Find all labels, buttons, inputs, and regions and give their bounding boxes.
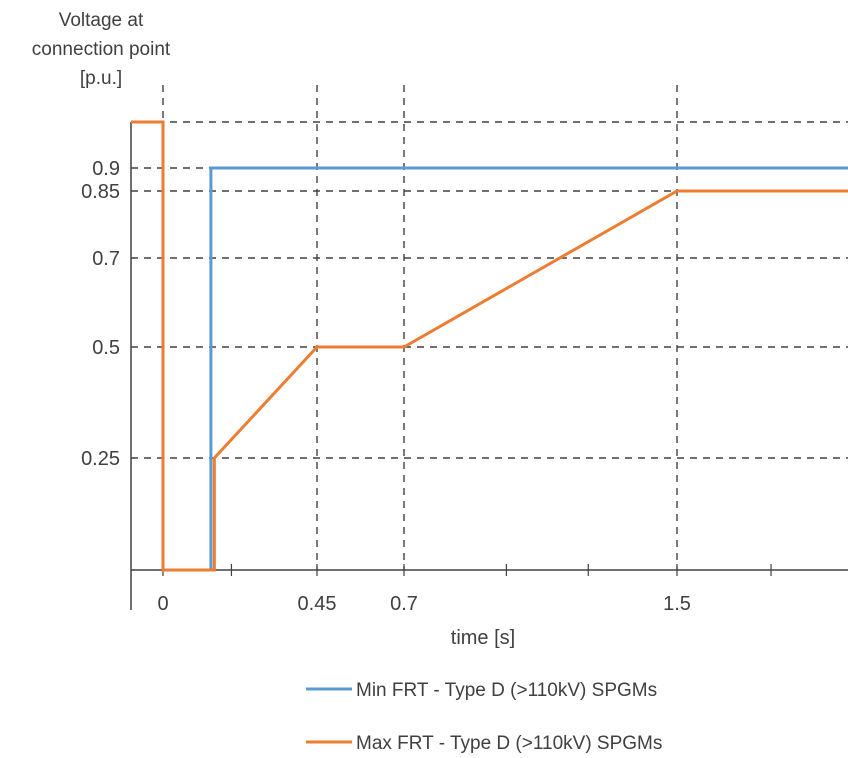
series-lines xyxy=(131,120,848,572)
y-axis-label: Voltage at connection point [p.u.] xyxy=(12,6,190,93)
y-tick-label: 0.9 xyxy=(92,158,120,180)
legend: Min FRT - Type D (>110kV) SPGMs Max FRT … xyxy=(306,680,662,754)
y-tick-label: 0.25 xyxy=(81,448,120,470)
x-tick-label: 0.7 xyxy=(390,593,418,615)
y-axis-label-line-2: connection point xyxy=(31,39,171,60)
x-tick-label: 1.5 xyxy=(663,593,691,615)
legend-label-min-frt: Min FRT - Type D (>110kV) SPGMs xyxy=(356,680,657,701)
y-axis-label-line-3: [p.u.] xyxy=(79,68,123,89)
grid-lines xyxy=(131,85,848,570)
x-tick-label: 0.45 xyxy=(298,593,337,615)
y-tick-label: 0.85 xyxy=(81,181,120,203)
x-axis-label: time [s] xyxy=(451,627,515,649)
legend-label-max-frt: Max FRT - Type D (>110kV) SPGMs xyxy=(356,733,662,754)
y-axis-label-line-1: Voltage at xyxy=(58,10,144,31)
x-tick-labels: 0 0.45 0.7 1.5 xyxy=(157,593,690,615)
y-tick-label: 0.5 xyxy=(92,337,120,359)
series-line-max-frt xyxy=(131,120,848,572)
y-tick-labels: 0.90.85 0.7 0.5 0.25 xyxy=(81,158,120,470)
y-tick-label: 0.7 xyxy=(92,248,120,270)
axes xyxy=(130,122,848,610)
x-tick-label: 0 xyxy=(157,593,168,615)
series-line-min-frt xyxy=(209,166,848,570)
x-minor-ticks xyxy=(162,564,772,576)
